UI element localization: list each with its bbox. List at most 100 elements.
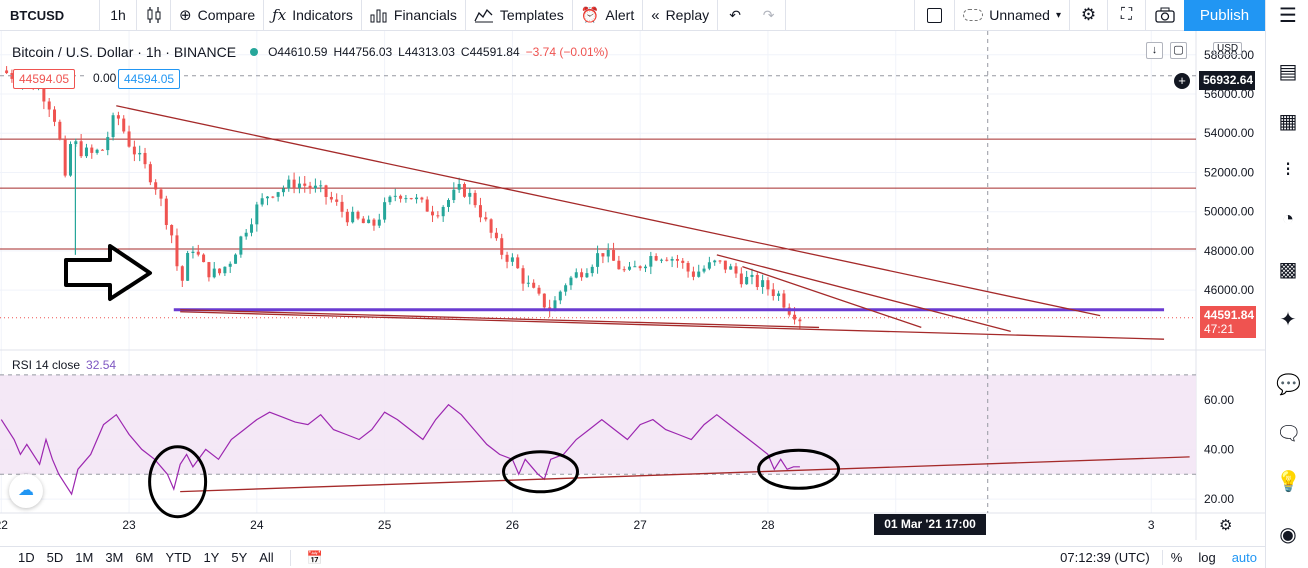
candle-body [100, 149, 104, 151]
candle-body [580, 272, 584, 278]
time-axis-label: 28 [761, 518, 775, 532]
candle-body [340, 201, 344, 212]
scroll-down-button[interactable]: ↓ [1146, 42, 1163, 59]
data-window-icon[interactable]: ▩ [1278, 259, 1298, 281]
snapshot-button[interactable] [1146, 0, 1184, 31]
candle-body [196, 251, 200, 255]
range-all[interactable]: All [259, 550, 274, 565]
price-axis-label: 48000.00 [1204, 244, 1254, 258]
buy-price-button[interactable]: 44594.05 [118, 69, 181, 89]
candle-body [526, 282, 530, 284]
compare-label: Compare [197, 7, 256, 23]
candle-body [462, 183, 466, 197]
candle-body [447, 200, 450, 207]
chat-icon[interactable]: 💬 [1276, 374, 1301, 396]
candle-body [276, 192, 280, 197]
publish-button[interactable]: Publish [1184, 0, 1265, 31]
hotlist-icon[interactable]: ◔ [1281, 208, 1295, 230]
restore-button[interactable]: ▢ [1170, 42, 1187, 59]
watchlist-icon[interactable]: ☰ [1279, 5, 1297, 27]
time-axis-label: 23 [122, 518, 136, 532]
percent-scale-toggle[interactable]: % [1170, 550, 1183, 565]
range-1y[interactable]: 1Y [203, 550, 220, 565]
fullscreen-button[interactable]: ⛶ [1108, 0, 1146, 31]
log-scale-toggle[interactable]: log [1198, 550, 1216, 565]
candle-body [84, 147, 88, 157]
last-price-value: 44591.84 [1204, 308, 1255, 322]
crosshair-price-label: 56932.64 [1199, 71, 1255, 90]
chart-pane[interactable]: 46000.00 48000.00 50000.00 52000.00 54000.00… [0, 31, 1265, 540]
time-axis-label: 27 [633, 518, 647, 532]
add-alert-plus-icon[interactable]: + [1174, 73, 1190, 89]
candle-body [223, 266, 227, 274]
replay-button[interactable]: « Replay [643, 0, 719, 31]
price-axis-label: 52000.00 [1204, 165, 1254, 179]
range-6m[interactable]: 6M [135, 550, 154, 565]
range-5y[interactable]: 5Y [231, 550, 248, 565]
date-range-calendar-icon[interactable]: 📅 [306, 549, 323, 565]
chart-canvas[interactable]: 46000.00 48000.00 50000.00 52000.00 54000.00… [0, 31, 1265, 540]
candle-body [367, 219, 371, 224]
alert-button[interactable]: ⏰ Alert [573, 0, 644, 31]
indicators-button[interactable]: ƒx Indicators [264, 0, 362, 31]
candle-body [441, 206, 445, 217]
tradingview-logo-icon[interactable]: ☁ [9, 474, 43, 508]
candle-body [404, 198, 408, 200]
time-axis-label: 3 [1148, 518, 1155, 532]
candle-body [5, 70, 9, 74]
utc-clock[interactable]: 07:12:39 (UTC) [1048, 550, 1163, 565]
toolbar-spacer [786, 0, 915, 31]
layout-select-button[interactable] [915, 0, 955, 31]
candle-body [127, 131, 131, 147]
candle-body [372, 219, 376, 226]
trendline [180, 311, 1165, 340]
streams-icon[interactable]: 🗨 [1276, 423, 1302, 445]
currency-label[interactable]: USD [1213, 42, 1243, 55]
spread-value: 0.00 [88, 69, 122, 89]
range-1m[interactable]: 1M [75, 550, 94, 565]
sell-price-button[interactable]: 44594.05 [13, 69, 76, 89]
candle-body [138, 152, 142, 155]
compare-button[interactable]: ⊕ Compare [171, 0, 265, 31]
auto-scale-toggle[interactable]: auto [1231, 550, 1257, 565]
undo-button[interactable]: ↶ [718, 0, 752, 31]
idea-icon[interactable]: ✦ [1279, 309, 1297, 331]
candle-body [53, 109, 57, 122]
redo-button[interactable]: ↷ [752, 0, 787, 31]
candle-body [553, 300, 557, 311]
trendline [116, 105, 1101, 317]
candle-body [431, 211, 435, 216]
legend-ohlc: O44610.59 H44756.03 L44313.03 C44591.84 −3.7… [268, 45, 608, 59]
candle-body [723, 260, 727, 270]
price-axis-label: 56000.00 [1204, 87, 1254, 101]
calendar-icon[interactable]: ▤ [1278, 61, 1298, 83]
undo-icon: ↶ [729, 6, 742, 23]
range-3m[interactable]: 3M [105, 550, 124, 565]
news-icon[interactable]: ▦ [1278, 111, 1298, 133]
help-icon[interactable]: ◉ [1279, 524, 1297, 546]
screener-icon[interactable]: ⁝ [1284, 159, 1292, 181]
financials-button[interactable]: Financials [362, 0, 466, 31]
range-ytd[interactable]: YTD [165, 550, 192, 565]
candle-body [388, 196, 392, 203]
templates-button[interactable]: Templates [466, 0, 573, 31]
settings-button[interactable]: ⚙ [1070, 0, 1108, 31]
layout-name-label: Unnamed [989, 7, 1050, 23]
candle-body [745, 276, 749, 285]
notifications-icon[interactable]: 💡 [1276, 471, 1301, 493]
symbol-search-button[interactable]: BTCUSD [0, 0, 100, 31]
axis-settings-gear-icon[interactable]: ⚙ [1219, 517, 1233, 534]
candle-body [643, 266, 647, 269]
range-1d[interactable]: 1D [18, 550, 35, 565]
candle-body [617, 260, 621, 270]
layout-name-button[interactable]: Unnamed ▾ [955, 0, 1070, 31]
rsi-line [0, 403, 800, 496]
candle-body [558, 291, 562, 301]
candle-body [532, 282, 536, 288]
candle-body [95, 149, 99, 153]
range-5d[interactable]: 5D [46, 550, 64, 565]
interval-button[interactable]: 1h [100, 0, 137, 31]
crosshair-date-label: 01 Mar '21 17:00 [874, 514, 986, 535]
chart-type-button[interactable] [137, 0, 171, 31]
